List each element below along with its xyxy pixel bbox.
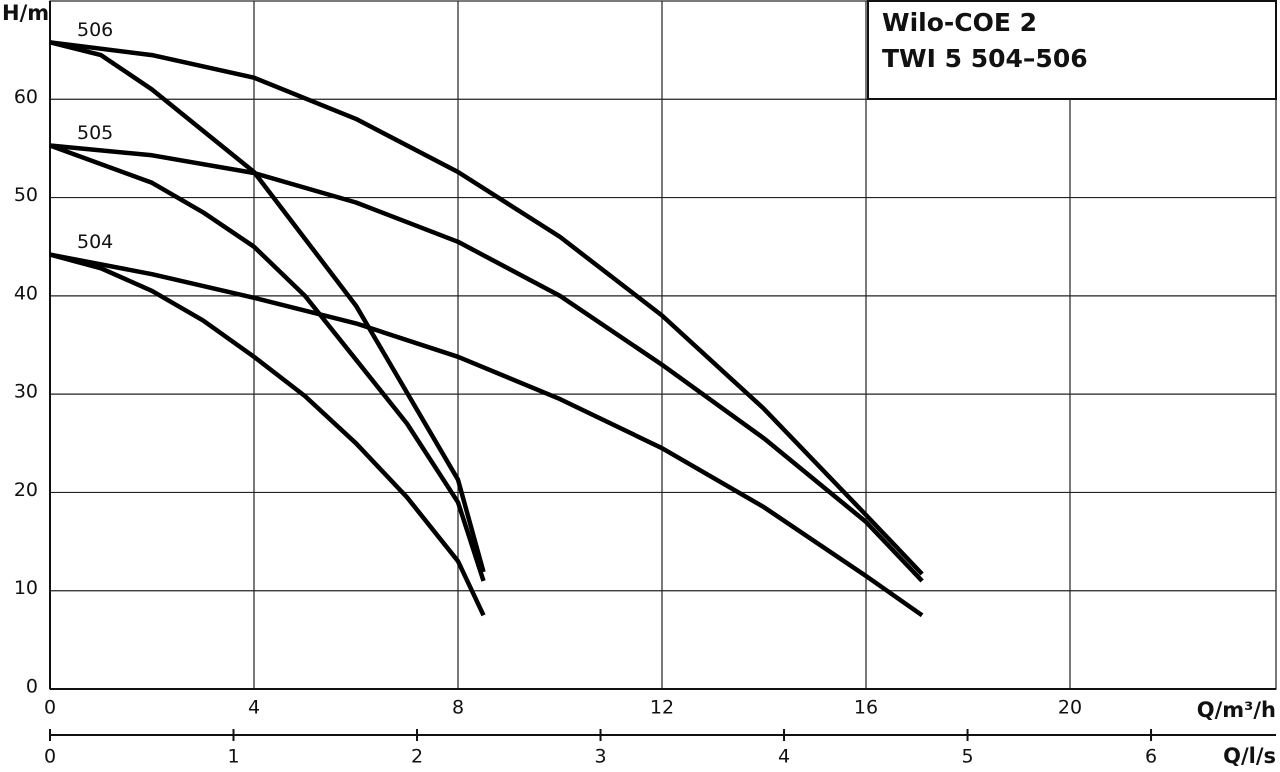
y-tick-label: 30 xyxy=(14,381,38,403)
x2-tick-label: 3 xyxy=(594,746,606,768)
curve-label: 506 xyxy=(77,19,113,41)
title-box xyxy=(867,0,1277,100)
y-tick-label: 40 xyxy=(14,282,38,304)
x2-tick-label: 5 xyxy=(961,746,973,768)
x2-tick-label: 0 xyxy=(44,746,56,768)
y-axis-label: H/m xyxy=(2,1,49,25)
x-tick-label: 4 xyxy=(248,697,260,719)
x-tick-label: 8 xyxy=(452,697,464,719)
y-tick-label: 0 xyxy=(26,676,38,698)
curve-label: 505 xyxy=(77,122,113,144)
curve-label: 504 xyxy=(77,231,113,253)
x-tick-label: 16 xyxy=(854,697,878,719)
chart-subtitle: TWI 5 504–506 xyxy=(882,44,1088,73)
x2-tick-label: 4 xyxy=(778,746,790,768)
x2-tick-label: 1 xyxy=(227,746,239,768)
pump-curve xyxy=(49,143,924,583)
y-tick-label: 50 xyxy=(14,184,38,206)
x2-tick-label: 2 xyxy=(411,746,423,768)
y-tick-label: 20 xyxy=(14,479,38,501)
pump-curve xyxy=(49,252,486,617)
x2-tick-label: 6 xyxy=(1145,746,1157,768)
x-tick-label: 12 xyxy=(650,697,674,719)
pump-curve xyxy=(49,40,924,576)
x2-axis-label: Q/l/s xyxy=(1223,744,1276,768)
y-tick-label: 10 xyxy=(14,577,38,599)
chart-title: Wilo-COE 2 xyxy=(882,8,1037,37)
x-tick-label: 20 xyxy=(1058,697,1082,719)
pump-curve xyxy=(49,252,924,618)
x-axis-label: Q/m³/h xyxy=(1197,698,1276,722)
x-tick-label: 0 xyxy=(44,697,56,719)
pump-curve xyxy=(49,143,486,582)
y-tick-label: 60 xyxy=(14,86,38,108)
